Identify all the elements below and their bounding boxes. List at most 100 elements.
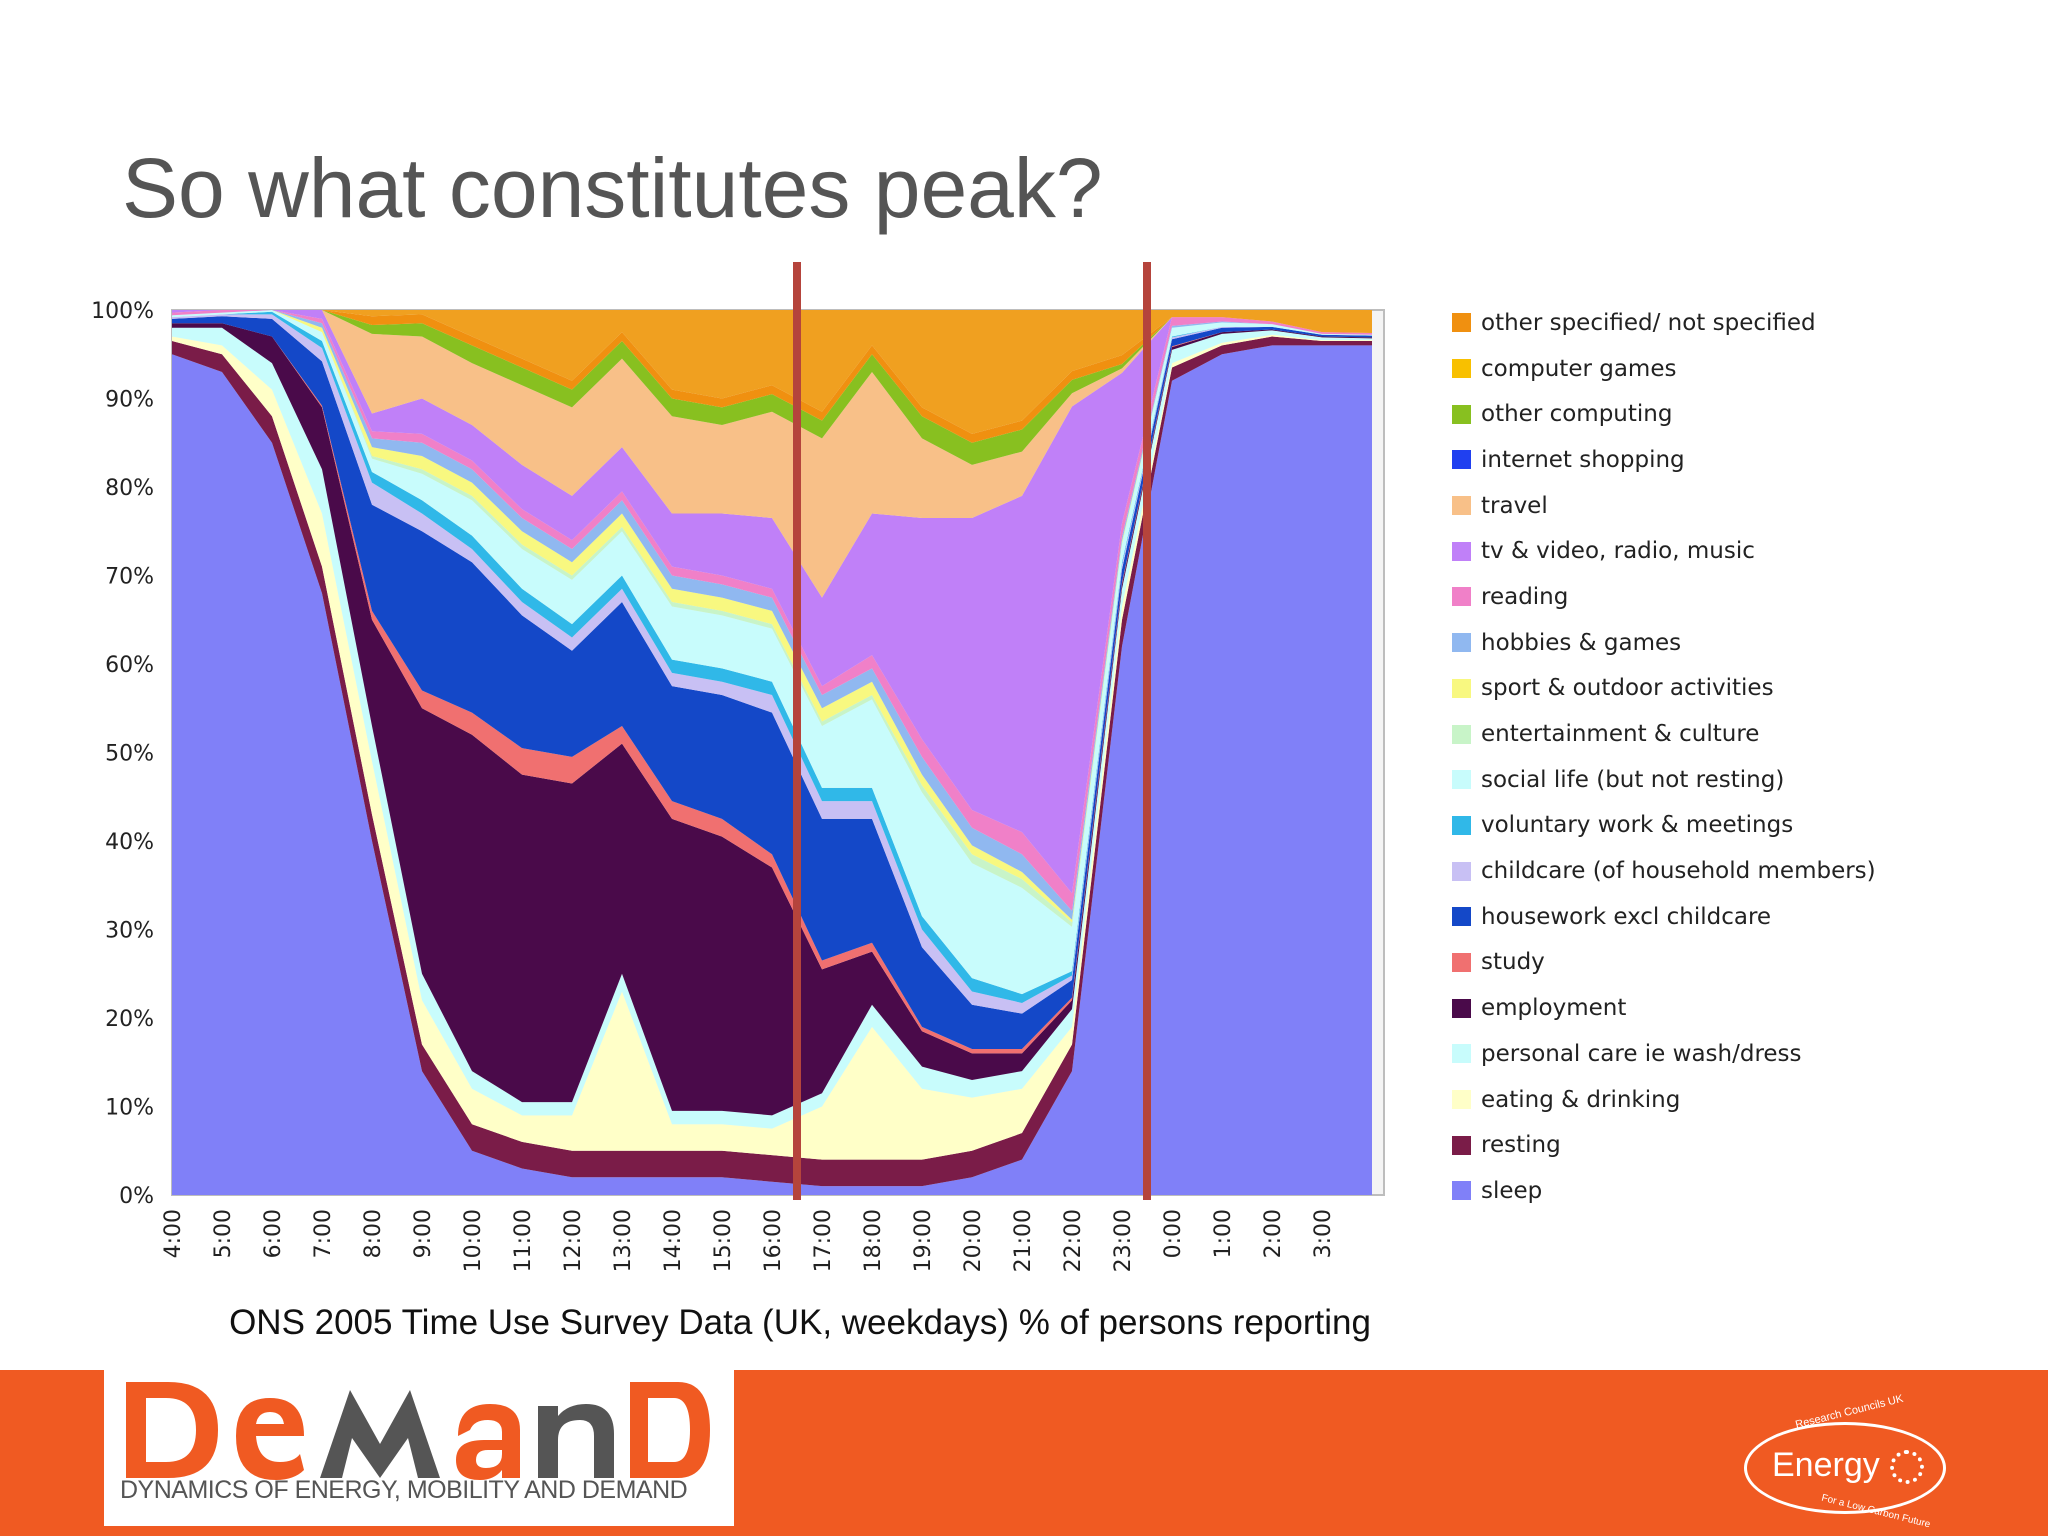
legend-item: tv & video, radio, music [1452,528,2012,574]
legend-swatch [1452,541,1471,561]
y-tick-label: 100% [91,299,154,324]
x-tick-label: 20:00 [961,1209,986,1272]
chart-legend: other specified/ not specified computer g… [1452,300,2012,1214]
legend-item: childcare (of household members) [1452,848,2012,894]
legend-swatch [1452,1090,1471,1110]
y-tick-label: 80% [105,476,154,501]
x-tick-label: 22:00 [1061,1209,1086,1272]
x-tick-label: 0:00 [1161,1209,1186,1258]
y-tick-label: 90% [105,388,154,413]
legend-label: other computing [1481,401,1673,428]
x-tick-label: 21:00 [1011,1209,1036,1272]
y-tick-label: 20% [105,1007,154,1032]
y-axis: 0% 10% 20% 30% 40% 50% 60% 70% 80% 90% 100% [91,299,154,1209]
x-tick-label: 3:00 [1311,1209,1336,1258]
y-tick-label: 40% [105,830,154,855]
area-tv-video-radio-music [172,310,1372,894]
x-tick-label: 6:00 [261,1209,286,1258]
legend-item: housework excl childcare [1452,894,2012,940]
legend-item: internet shopping [1452,437,2012,483]
legend-item: other specified/ not specified [1452,300,2012,346]
y-tick-label: 10% [105,1096,154,1121]
x-tick-label: 10:00 [461,1209,486,1272]
x-tick-label: 5:00 [211,1209,236,1258]
legend-swatch [1452,678,1471,698]
x-tick-label: 19:00 [911,1209,936,1272]
page-title: So what constitutes peak? [122,141,1103,235]
demand-logo-subtitle: DYNAMICS OF ENERGY, MOBILITY AND DEMAND [120,1476,688,1504]
legend-item: computer games [1452,346,2012,392]
x-tick-label: 2:00 [1261,1209,1286,1258]
legend-swatch [1452,724,1471,744]
legend-item: other computing [1452,391,2012,437]
legend-label: social life (but not resting) [1481,766,1785,793]
legend-swatch [1452,313,1471,333]
legend-swatch [1452,998,1471,1018]
legend-item: eating & drinking [1452,1077,2012,1123]
x-tick-label: 8:00 [361,1209,386,1258]
demand-wordmark [126,1382,710,1480]
area-personal-care-ie-wash-dress [172,327,1372,1129]
chart-caption: ONS 2005 Time Use Survey Data (UK, weekd… [229,1303,1371,1342]
area-other-specified-not-specified [172,310,1372,443]
legend-swatch [1452,1044,1471,1064]
x-tick-label: 7:00 [311,1209,336,1258]
legend-item: travel [1452,483,2012,529]
legend-label: other specified/ not specified [1481,309,1816,336]
legend-item: reading [1452,574,2012,620]
x-tick-label: 23:00 [1111,1209,1136,1272]
legend-item: employment [1452,985,2012,1031]
legend-swatch [1452,359,1471,379]
peak-markers [793,262,1151,1200]
x-tick-label: 16:00 [761,1209,786,1272]
stacked-area-chart: 0% 10% 20% 30% 40% 50% 60% 70% 80% 90% 100% 4:00 5:… [91,262,1385,1272]
sun-icon [1890,1450,1924,1484]
legend-item: resting [1452,1122,2012,1168]
x-tick-label: 15:00 [711,1209,736,1272]
legend-swatch [1452,496,1471,516]
x-axis: 4:00 5:00 6:00 7:00 8:00 9:00 10:00 11:00 12:00 1… [161,1209,1336,1272]
area-social-life-but-not-resting [172,310,1372,995]
y-tick-label: 60% [105,653,154,678]
energy-word: Energy [1772,1446,1880,1484]
legend-label: travel [1481,492,1548,519]
area-other-computing [172,310,1372,465]
legend-swatch [1452,1181,1471,1201]
legend-item: social life (but not resting) [1452,757,2012,803]
legend-item: voluntary work & meetings [1452,803,2012,849]
legend-label: hobbies & games [1481,629,1682,656]
legend-item: sleep [1452,1168,2012,1214]
chart-areas [172,310,1372,1195]
legend-label: childcare (of household members) [1481,858,1876,885]
legend-label: personal care ie wash/dress [1481,1040,1802,1067]
demand-logo: DYNAMICS OF ENERGY, MOBILITY AND DEMAND [104,1370,734,1526]
legend-item: hobbies & games [1452,620,2012,666]
legend-swatch [1452,907,1471,927]
legend-item: personal care ie wash/dress [1452,1031,2012,1077]
legend-label: voluntary work & meetings [1481,812,1794,839]
x-tick-label: 18:00 [861,1209,886,1272]
legend-swatch [1452,952,1471,972]
x-tick-label: 11:00 [511,1209,536,1272]
legend-item: study [1452,940,2012,986]
legend-label: eating & drinking [1481,1086,1681,1113]
legend-label: internet shopping [1481,446,1685,473]
legend-swatch [1452,1135,1471,1155]
area-sport-outdoor-activities [172,310,1372,923]
legend-label: entertainment & culture [1481,721,1760,748]
area-study [172,323,1372,1054]
legend-label: tv & video, radio, music [1481,538,1755,565]
legend-swatch [1452,404,1471,424]
legend-label: sport & outdoor activities [1481,675,1774,702]
legend-swatch [1452,587,1471,607]
x-tick-label: 13:00 [611,1209,636,1272]
legend-item: entertainment & culture [1452,711,2012,757]
legend-swatch [1452,815,1471,835]
x-tick-label: 9:00 [411,1209,436,1258]
x-tick-label: 4:00 [161,1209,186,1258]
legend-label: employment [1481,995,1627,1022]
legend-swatch [1452,770,1471,790]
x-tick-label: 1:00 [1211,1209,1236,1258]
x-tick-label: 17:00 [811,1209,836,1272]
legend-swatch [1452,861,1471,881]
